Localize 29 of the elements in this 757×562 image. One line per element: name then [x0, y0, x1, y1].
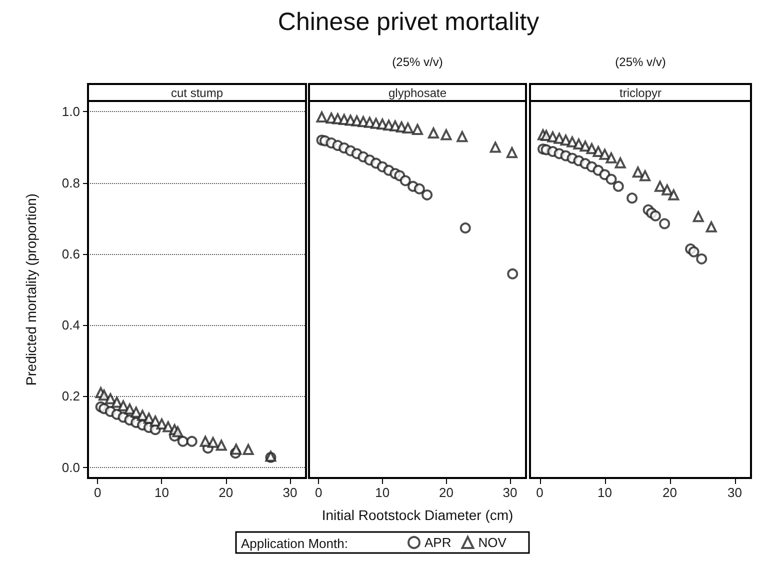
y-tick-label: 0.2 [62, 388, 80, 404]
text: Chinese privet mortality [278, 8, 540, 37]
x-tick-label: 0 [536, 485, 544, 500]
chart-title: glyphosate [388, 86, 447, 100]
x-tick-label: 10 [154, 485, 169, 500]
chart-title: cut stump [170, 86, 224, 100]
y-tick-label: 0.8 [62, 175, 80, 190]
y-tick-label: 0.6 [62, 246, 80, 262]
x-tick-label: 0 [314, 485, 322, 500]
y-tick-label: 0.4 [62, 318, 80, 333]
x-tick-label: 10 [375, 485, 390, 500]
legend-label: APR [424, 535, 452, 550]
y-tick-label: 0.0 [62, 460, 80, 475]
x-axis-title: Initial Rootstock Diameter (cm) [322, 507, 514, 523]
x-tick-label: 20 [662, 485, 677, 500]
y-tick-label: 1.0 [62, 104, 80, 120]
legend-title: Application Month: [241, 536, 348, 551]
x-tick-label: 0 [94, 485, 102, 500]
chart-subtitle: (25% v/v) [392, 55, 443, 69]
legend-label: NOV [478, 535, 507, 550]
x-tick-label: 20 [438, 485, 454, 500]
x-tick-label: 20 [218, 485, 234, 500]
x-tick-label: 30 [728, 485, 742, 500]
y-axis-title: Predicted mortality (proportion) [23, 193, 39, 386]
x-tick-label: 10 [598, 485, 612, 500]
x-tick-label: 30 [502, 485, 518, 500]
chart-title: triclopyr [619, 86, 662, 100]
x-tick-label: 30 [282, 485, 298, 500]
chart-subtitle: (25% v/v) [615, 55, 666, 69]
